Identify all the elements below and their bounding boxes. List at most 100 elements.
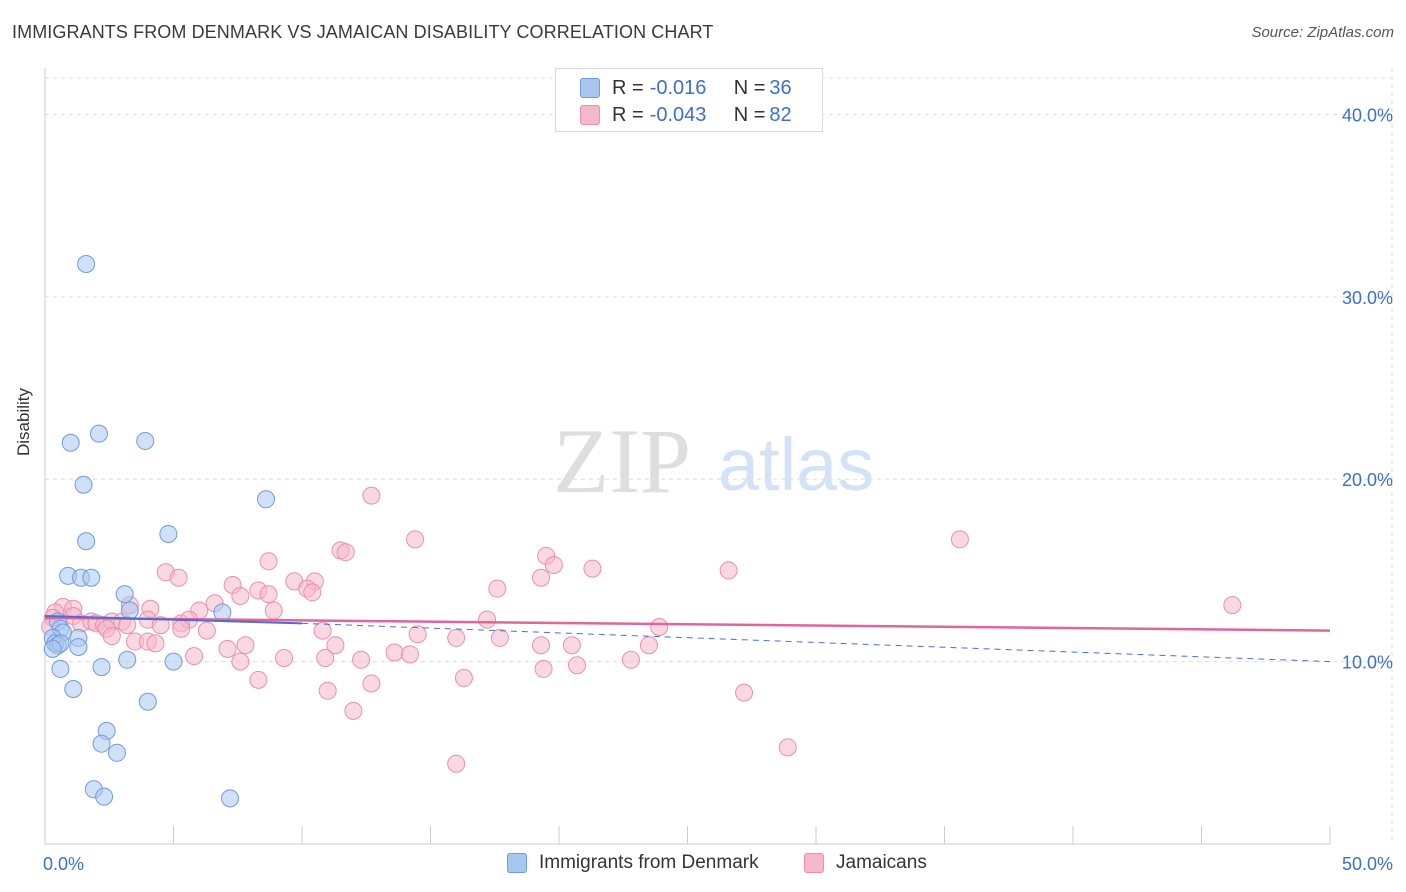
pink-swatch-icon <box>804 853 824 873</box>
point-denmark <box>95 787 114 806</box>
point-jamaican <box>408 625 427 644</box>
tick-labels: 10.0% 20.0% 30.0% 40.0% 0.0% 50.0% <box>43 105 1393 874</box>
legend-item-denmark[interactable]: Immigrants from Denmark <box>507 852 759 874</box>
legend-row-jamaicans: R = -0.043 N = 82 <box>580 104 792 126</box>
point-denmark <box>118 650 137 669</box>
point-jamaican <box>326 636 345 655</box>
point-denmark <box>92 658 111 677</box>
point-jamaican <box>264 601 283 620</box>
point-jamaican <box>562 636 581 655</box>
point-jamaican <box>197 621 216 640</box>
point-jamaican <box>231 652 250 671</box>
legend-n-value: 36 <box>769 76 792 99</box>
legend-n-label: N = <box>733 103 766 126</box>
point-denmark <box>257 490 276 509</box>
y-tick-label: 30.0% <box>1342 288 1393 308</box>
point-jamaican <box>172 619 191 638</box>
y-tick-label: 10.0% <box>1342 653 1393 673</box>
point-jamaican <box>362 486 381 505</box>
point-denmark <box>120 601 139 620</box>
point-denmark <box>107 743 126 762</box>
legend-n-label: N = <box>733 76 766 99</box>
watermark-atlas: atlas <box>718 423 874 506</box>
point-denmark <box>69 638 88 657</box>
point-denmark <box>159 524 178 543</box>
point-jamaican <box>313 621 332 640</box>
point-jamaican <box>534 659 553 678</box>
point-denmark <box>138 692 157 711</box>
point-jamaican <box>303 583 322 602</box>
trend-line-jamaicans <box>44 616 1331 632</box>
y-axis-title: Disability <box>14 387 33 456</box>
trend-lines <box>44 615 1331 663</box>
watermark-zip: ZIP <box>553 410 691 512</box>
legend-r-label: R = <box>612 76 644 99</box>
x-tick-label-max: 50.0% <box>1342 854 1393 874</box>
data-points <box>41 255 1242 808</box>
point-jamaican <box>249 670 268 689</box>
point-jamaican <box>400 645 419 664</box>
point-jamaican <box>146 634 165 653</box>
point-jamaican <box>218 639 237 658</box>
point-denmark <box>77 255 96 274</box>
point-denmark <box>221 789 240 808</box>
point-jamaican <box>236 636 255 655</box>
point-jamaican <box>1223 596 1242 615</box>
point-denmark <box>77 532 96 551</box>
point-jamaican <box>488 579 507 598</box>
source-label: Source: ZipAtlas.com <box>1251 24 1394 41</box>
blue-swatch-icon <box>580 78 600 98</box>
y-tick-label: 20.0% <box>1342 470 1393 490</box>
point-denmark <box>64 679 83 698</box>
point-jamaican <box>185 647 204 666</box>
point-jamaican <box>259 552 278 571</box>
trend-line-denmark <box>44 615 303 625</box>
point-jamaican <box>316 648 335 667</box>
point-jamaican <box>478 610 497 629</box>
point-denmark <box>51 659 70 678</box>
axes <box>44 68 1331 845</box>
blue-swatch-icon <box>507 853 527 873</box>
point-jamaican <box>778 738 797 757</box>
point-jamaican <box>385 643 404 662</box>
point-jamaican <box>567 656 586 675</box>
point-jamaican <box>544 555 563 574</box>
grid-lines <box>45 68 1393 844</box>
legend-item-jamaicans[interactable]: Jamaicans <box>804 852 927 874</box>
point-denmark <box>43 639 62 658</box>
point-jamaican <box>950 530 969 549</box>
x-tick-label-min: 0.0% <box>43 854 84 874</box>
pink-swatch-icon <box>580 105 600 125</box>
legend-n-value: 82 <box>769 103 792 126</box>
point-denmark <box>92 734 111 753</box>
point-jamaican <box>532 636 551 655</box>
point-jamaican <box>231 586 250 605</box>
y-tick-label: 40.0% <box>1342 105 1393 125</box>
point-jamaican <box>735 683 754 702</box>
point-jamaican <box>318 681 337 700</box>
point-jamaican <box>532 568 551 587</box>
point-denmark <box>89 424 108 443</box>
chart-title: IMMIGRANTS FROM DENMARK VS JAMAICAN DISA… <box>12 22 714 42</box>
point-denmark <box>61 433 80 452</box>
point-jamaican <box>259 585 278 604</box>
point-jamaican <box>151 616 170 635</box>
point-jamaican <box>336 543 355 562</box>
point-jamaican <box>621 650 640 669</box>
point-jamaican <box>447 754 466 773</box>
point-jamaican <box>447 628 466 647</box>
point-denmark <box>82 568 101 587</box>
point-jamaican <box>275 648 294 667</box>
legend-label-jamaicans: Jamaicans <box>836 852 927 873</box>
series-legend: Immigrants from Denmark Jamaicans <box>0 852 1406 876</box>
point-denmark <box>136 431 155 450</box>
point-jamaican <box>169 568 188 587</box>
point-jamaican <box>650 617 669 636</box>
legend-r-label: R = <box>612 103 644 126</box>
point-jamaican <box>454 669 473 688</box>
legend-label-denmark: Immigrants from Denmark <box>539 852 759 873</box>
watermark: ZIP atlas <box>553 410 874 512</box>
correlation-legend: R = -0.016 N = 36 R = -0.043 N = 82 <box>555 68 823 132</box>
point-jamaican <box>719 561 738 580</box>
